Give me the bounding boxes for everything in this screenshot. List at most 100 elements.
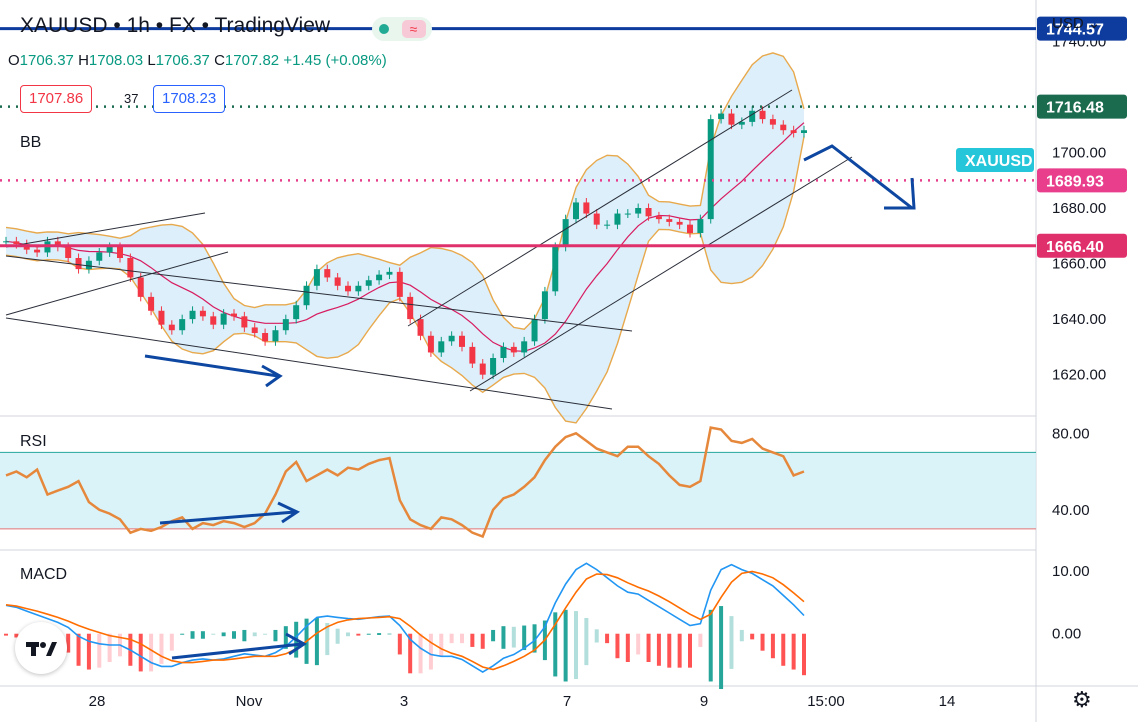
time-tick-label: 14 xyxy=(939,693,956,710)
macd-histogram-bar xyxy=(625,633,630,662)
market-status[interactable]: ≈ xyxy=(372,17,432,41)
macd-histogram-bar xyxy=(97,633,102,668)
macd-histogram-bar xyxy=(532,624,537,653)
macd-histogram-bar xyxy=(273,629,278,642)
candle-body xyxy=(65,246,72,258)
symbol-header: XAUUSD • 1h • FX • TradingView xyxy=(20,14,330,38)
macd-histogram-bar xyxy=(377,633,382,635)
candle-body xyxy=(676,221,683,225)
price-badge xyxy=(1037,168,1127,193)
time-tick-label: 7 xyxy=(563,693,571,710)
o-label: O xyxy=(8,52,20,69)
candle-body xyxy=(158,310,165,325)
candle-body xyxy=(117,246,123,258)
candle-body xyxy=(707,119,714,220)
macd-histogram-bar xyxy=(66,633,71,653)
time-tick-label: Nov xyxy=(236,693,263,710)
tv-logo-icon xyxy=(26,642,57,656)
candle-body xyxy=(738,121,745,125)
macd-histogram-bar xyxy=(646,633,651,662)
candle-body xyxy=(96,252,103,261)
candle-body xyxy=(334,277,341,286)
trend-line xyxy=(407,89,793,327)
candle-body xyxy=(448,335,455,342)
macd-histogram-bar xyxy=(760,633,765,651)
candle-body xyxy=(262,333,269,342)
candle-body xyxy=(407,296,414,320)
rsi-line xyxy=(5,426,805,539)
currency-selector[interactable]: USD ⌄ xyxy=(1052,14,1100,32)
candle-body xyxy=(614,213,621,225)
symbol-name[interactable]: XAUUSD xyxy=(20,14,108,37)
candle-body xyxy=(552,246,559,292)
price-badge xyxy=(956,148,1034,172)
macd-histogram-bar xyxy=(190,631,195,639)
macd-histogram-bar xyxy=(770,633,775,659)
candle-body xyxy=(624,213,631,215)
macd-histogram-bar xyxy=(656,633,661,666)
l-label: L xyxy=(147,52,156,69)
macd-tick-label: 0.00 xyxy=(1052,626,1081,643)
macd-histogram-bar xyxy=(397,633,402,655)
time-tick-label: 3 xyxy=(400,693,408,710)
macd-histogram-bar xyxy=(325,623,330,656)
macd-histogram-bar xyxy=(387,633,392,635)
divergence-arrow-rsi xyxy=(159,501,301,525)
macd-histogram-bar xyxy=(636,633,641,655)
candle-body xyxy=(13,241,20,245)
interval[interactable]: 1h xyxy=(126,14,150,37)
macd-histogram-bar xyxy=(418,633,423,674)
rsi-tick-label: 80.00 xyxy=(1052,425,1090,442)
gear-icon[interactable]: ⚙ xyxy=(1072,687,1092,712)
macd-histogram-bar xyxy=(688,633,692,668)
trend-line xyxy=(469,156,853,392)
candle-body xyxy=(593,213,600,225)
macd-histogram-bar xyxy=(677,633,682,668)
time-tick-label: 28 xyxy=(89,693,106,710)
macd-histogram-bar xyxy=(522,625,527,651)
high-value: 1708.03 xyxy=(88,52,144,69)
data-source: TradingView xyxy=(214,14,331,37)
low-value: 1706.37 xyxy=(155,52,210,69)
candle-body xyxy=(541,291,548,320)
candle-body xyxy=(427,335,434,353)
sep-1: • xyxy=(113,14,121,37)
trend-line xyxy=(5,212,206,248)
macd-histogram-bar xyxy=(169,633,174,651)
candle-body xyxy=(54,241,61,247)
candle-body xyxy=(490,358,497,375)
price-badge-label: 1689.93 xyxy=(1046,173,1104,190)
bb-upper-band xyxy=(5,52,805,330)
candle-body xyxy=(220,313,227,325)
candle-body xyxy=(790,130,797,133)
macd-histogram-bar xyxy=(283,626,288,649)
macd-histogram-bar xyxy=(76,633,81,666)
bb-fill xyxy=(6,52,804,423)
bb-label[interactable]: BB xyxy=(20,134,42,151)
candle-body xyxy=(282,319,289,331)
candle-body xyxy=(562,219,569,247)
price-badge-label: 1666.40 xyxy=(1046,239,1104,256)
candle-body xyxy=(85,260,92,270)
macd-histogram-bar xyxy=(470,633,475,647)
macd-tick-label: 10.00 xyxy=(1052,563,1090,580)
sell-button[interactable]: 1707.86 xyxy=(20,85,93,113)
price-badge xyxy=(1037,94,1127,119)
candle-body xyxy=(687,224,693,233)
macd-label[interactable]: MACD xyxy=(20,566,68,583)
candle-body xyxy=(324,269,331,278)
macd-histogram-bar xyxy=(439,633,444,657)
macd-histogram-bar xyxy=(750,633,755,640)
macd-histogram-bar xyxy=(149,633,154,672)
candle-body xyxy=(365,280,372,286)
price-badge xyxy=(1037,233,1127,258)
candle-body xyxy=(718,113,725,120)
rsi-label[interactable]: RSI xyxy=(20,433,47,450)
tradingview-logo[interactable] xyxy=(15,622,67,674)
candle-body xyxy=(759,110,766,120)
buy-button[interactable]: 1708.23 xyxy=(153,85,226,113)
macd-histogram-bar xyxy=(574,611,578,679)
macd-histogram-bar xyxy=(480,633,485,649)
macd-histogram-bar xyxy=(314,618,319,666)
